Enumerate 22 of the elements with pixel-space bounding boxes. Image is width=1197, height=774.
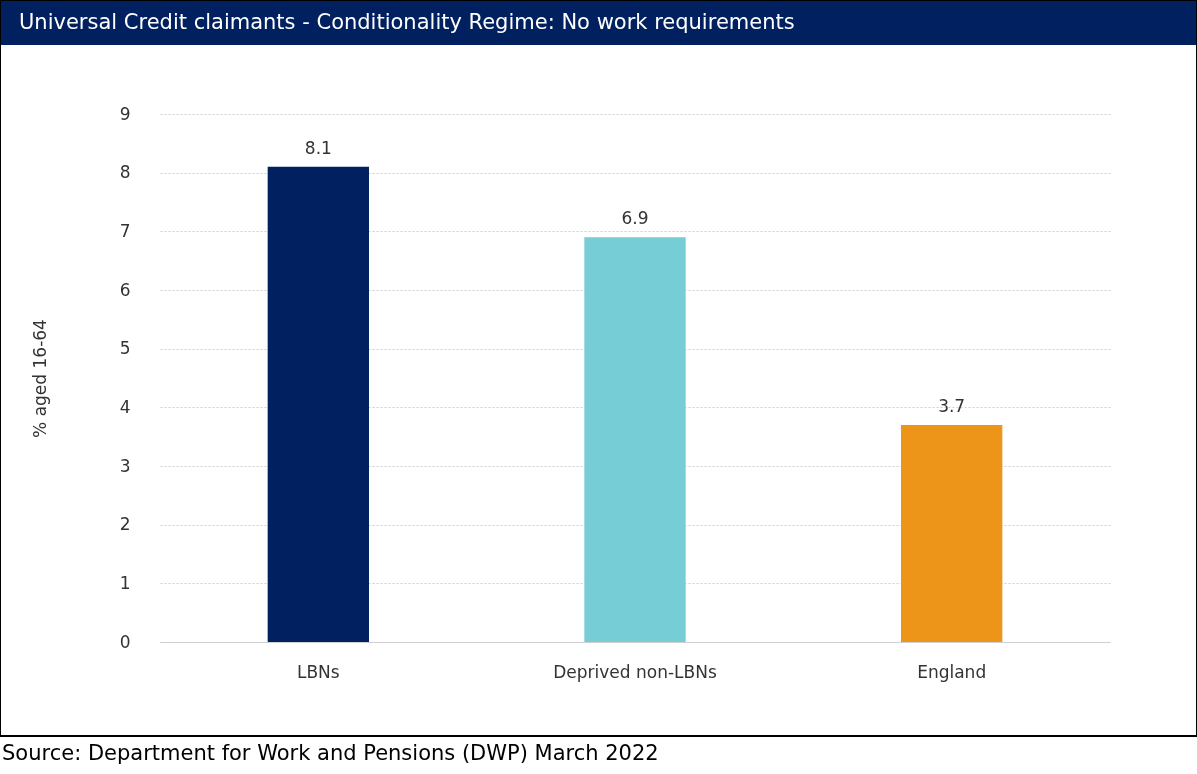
y-tick-label: 5 bbox=[119, 338, 131, 359]
bar bbox=[584, 237, 686, 642]
y-axis-title: % aged 16-64 bbox=[29, 319, 50, 438]
source-note: Source: Department for Work and Pensions (DWP) March 2022 bbox=[0, 736, 1197, 769]
y-tick-label: 6 bbox=[119, 279, 131, 300]
y-tick-label: 7 bbox=[119, 220, 131, 241]
x-tick-label: LBNs bbox=[296, 661, 340, 682]
y-tick-label: 1 bbox=[119, 572, 131, 593]
y-tick-label: 8 bbox=[119, 162, 131, 183]
bar bbox=[267, 166, 369, 642]
y-tick-label: 2 bbox=[119, 514, 131, 535]
x-tick-label: England bbox=[917, 661, 987, 682]
y-tick-label: 3 bbox=[119, 455, 131, 476]
bar bbox=[901, 424, 1003, 642]
data-label: 8.1 bbox=[304, 137, 332, 158]
x-tick-label: Deprived non-LBNs bbox=[553, 661, 717, 682]
y-tick-label: 4 bbox=[119, 396, 131, 417]
data-label: 3.7 bbox=[938, 395, 966, 416]
chart-title: Universal Credit claimants - Conditionality Regime: No work requirements bbox=[1, 0, 1196, 45]
y-tick-label: 0 bbox=[119, 631, 131, 652]
data-label: 6.9 bbox=[621, 208, 649, 229]
y-tick-label: 9 bbox=[119, 103, 131, 124]
